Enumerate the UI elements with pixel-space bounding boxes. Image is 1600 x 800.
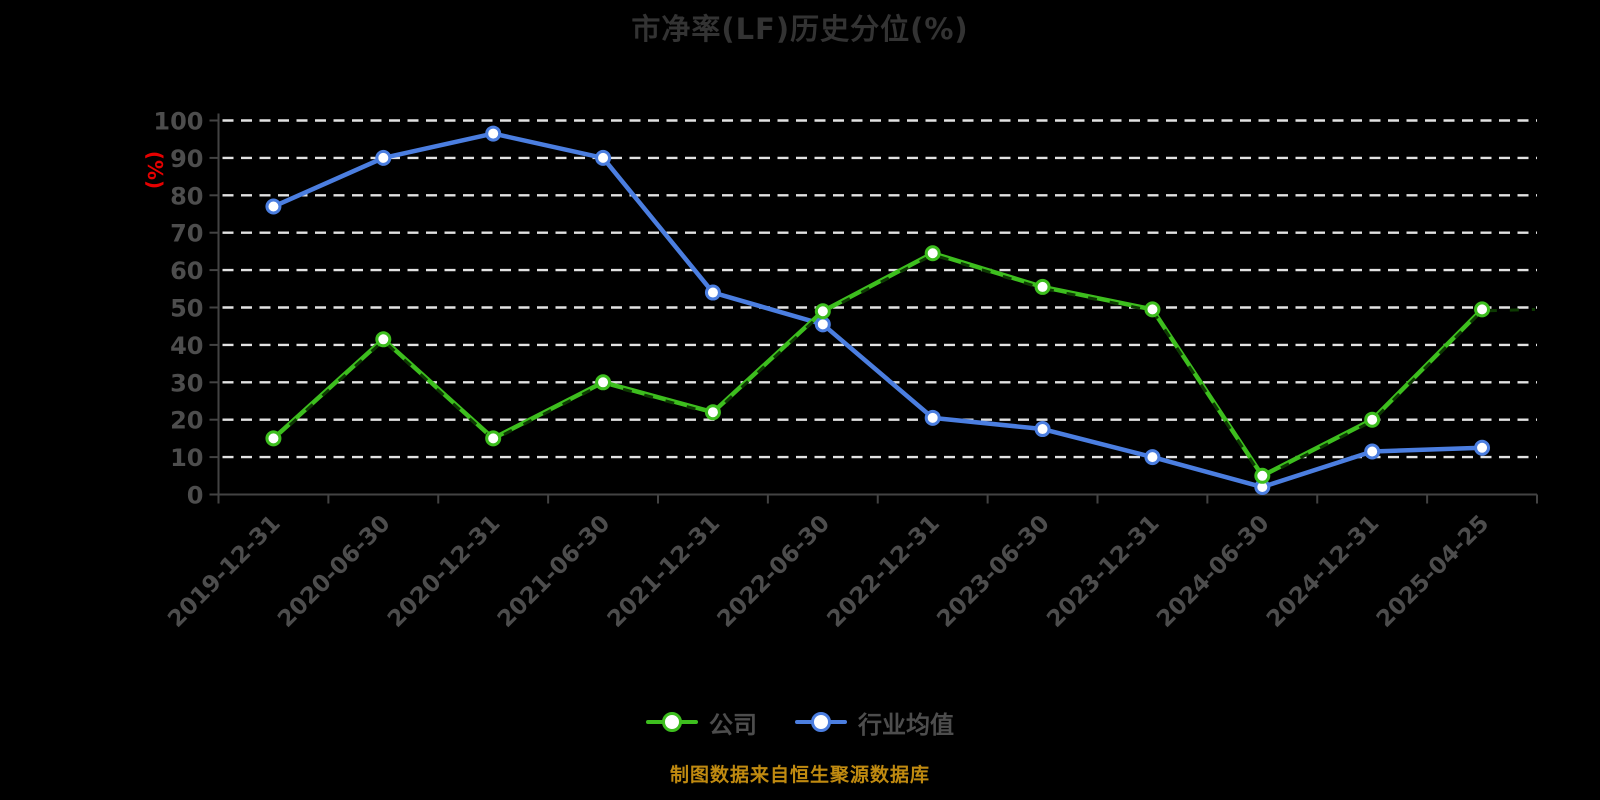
industry-series-marker-icon — [795, 710, 847, 734]
data-point-marker-industry-average — [375, 149, 392, 166]
data-point-marker-company — [814, 303, 831, 320]
x-axis-tick-label: 2019-12-31 — [163, 510, 285, 632]
x-axis-tick-label: 2020-12-31 — [383, 510, 505, 632]
y-axis-tick-label: 100 — [153, 108, 203, 136]
data-point-marker-company — [1144, 301, 1161, 318]
x-axis-tick-label: 2022-12-31 — [823, 510, 945, 632]
data-source-caption: 制图数据来自恒生聚源数据库 — [669, 764, 930, 786]
y-axis-tick-label: 90 — [170, 145, 203, 173]
data-point-marker-company — [704, 404, 721, 421]
data-point-marker-industry-average — [1144, 449, 1161, 466]
y-axis-tick-label: 70 — [170, 220, 203, 248]
x-axis-tick-label: 2021-06-30 — [493, 510, 615, 632]
x-axis-tick-label: 2023-06-30 — [932, 510, 1054, 632]
data-point-marker-industry-average — [814, 316, 831, 333]
data-point-marker-industry-average — [1364, 443, 1381, 460]
x-axis-tick-label: 2024-12-31 — [1262, 510, 1384, 632]
y-axis-tick-label: 0 — [187, 482, 204, 510]
data-point-marker-company — [595, 374, 612, 391]
y-axis-tick-label: 50 — [170, 295, 203, 323]
data-point-marker-company — [924, 245, 941, 262]
data-point-marker-industry-average — [1474, 439, 1491, 456]
data-point-marker-industry-average — [1034, 421, 1051, 438]
series-line-company-dashed-overlay — [272, 253, 1536, 479]
legend: 公司 行业均值 — [0, 698, 1600, 746]
data-point-marker-industry-average — [485, 125, 502, 142]
data-point-marker-industry-average — [595, 149, 612, 166]
y-axis-tick-label: 40 — [170, 332, 203, 360]
x-axis-tick-label: 2022-06-30 — [713, 510, 835, 632]
data-point-marker-company — [1364, 411, 1381, 428]
y-axis-tick-label: 30 — [170, 369, 203, 397]
company-series-marker-icon — [646, 710, 698, 734]
y-axis-tick-label: 60 — [170, 257, 203, 285]
y-axis-tick-label: 80 — [170, 182, 203, 210]
data-point-marker-company — [375, 331, 392, 348]
data-point-marker-company — [1034, 278, 1051, 295]
data-point-marker-company — [265, 430, 282, 447]
legend-item-industry-average[interactable]: 行业均值 — [795, 705, 954, 740]
legend-label-company: 公司 — [709, 710, 757, 739]
x-axis-tick-label: 2025-04-25 — [1372, 510, 1494, 632]
series-line-industry-average — [271, 131, 1485, 490]
series-line-company — [271, 251, 1485, 479]
y-axis-tick-label: 20 — [170, 407, 203, 435]
legend-label-industry-average: 行业均值 — [858, 710, 954, 739]
data-point-marker-company — [1474, 301, 1491, 318]
x-axis-tick-label: 2023-12-31 — [1042, 510, 1164, 632]
x-axis-tick-label: 2024-06-30 — [1152, 510, 1274, 632]
x-axis-tick-label: 2020-06-30 — [273, 510, 395, 632]
y-axis-tick-label: 10 — [170, 444, 203, 472]
chart-title: 市净率(LF)历史分位(%) — [631, 12, 969, 46]
legend-item-company[interactable]: 公司 — [646, 705, 757, 740]
data-point-marker-industry-average — [924, 409, 941, 426]
x-axis-tick-label: 2021-12-31 — [603, 510, 725, 632]
data-point-marker-industry-average — [704, 284, 721, 301]
data-point-marker-company — [485, 430, 502, 447]
data-point-marker-industry-average — [265, 198, 282, 215]
data-point-marker-company — [1254, 467, 1271, 484]
